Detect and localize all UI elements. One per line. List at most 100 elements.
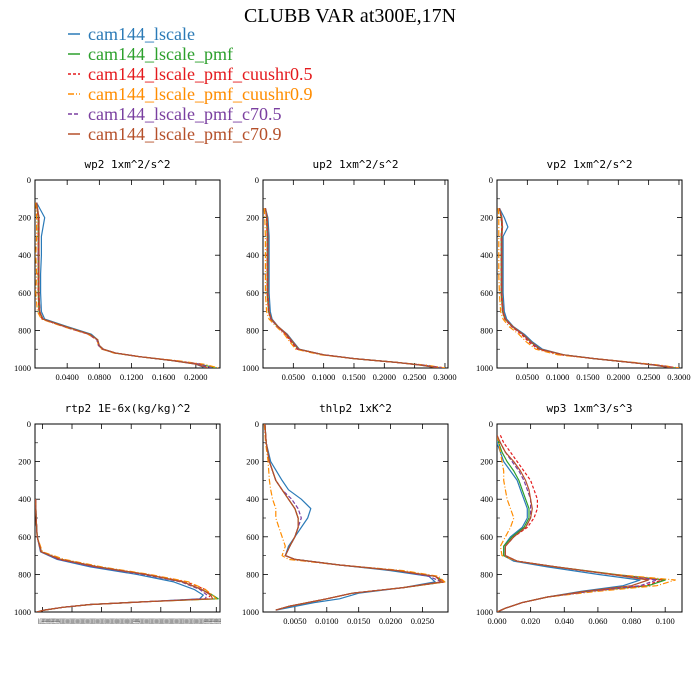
series-line [264, 424, 446, 611]
series-line [263, 208, 446, 368]
y-tick-label: 800 [480, 325, 493, 335]
series-line [36, 202, 209, 368]
y-tick-label: 600 [480, 532, 493, 542]
series-line [497, 435, 650, 612]
chart-panel: thlp2 1xK^2 0 200 400 600 800 1000 0.0050 0.0100… [242, 402, 449, 626]
x-tick-label: 0.1600 [152, 372, 175, 382]
series-line [35, 499, 212, 612]
y-tick-label: 800 [246, 325, 259, 335]
x-tick-label: 0.2000 [607, 372, 630, 382]
y-tick-label: 400 [246, 250, 259, 260]
series-group [497, 435, 676, 612]
y-tick-label: 200 [18, 457, 31, 467]
series-line [264, 208, 439, 368]
series-line [497, 435, 676, 612]
series-line [264, 424, 436, 611]
x-tick-label: 0.0150 [347, 616, 370, 626]
plot-frame [34, 423, 221, 613]
x-tick-label: 0.020 [521, 616, 540, 626]
y-tick-label: 200 [246, 457, 259, 467]
series-group [263, 208, 446, 368]
y-tick-label: 800 [18, 325, 31, 335]
panel-title: up2 1xm^2/s^2 [312, 158, 398, 171]
series-line [498, 208, 673, 368]
plot-frame [34, 179, 221, 369]
series-line [498, 207, 673, 368]
x-tick-label: 0.3000 [667, 372, 690, 382]
series-line [264, 424, 443, 611]
series-group [35, 499, 219, 612]
series-line [264, 424, 446, 611]
series-group [35, 202, 219, 368]
plot-frame [496, 179, 683, 369]
series-line [498, 208, 676, 368]
panel-title: wp2 1xm^2/s^2 [84, 158, 170, 171]
plot-frame [262, 423, 449, 613]
series-line [35, 499, 214, 612]
y-tick-label: 0 [27, 419, 31, 429]
y-tick-label: 200 [480, 457, 493, 467]
series-line [497, 435, 663, 612]
series-line [35, 499, 208, 612]
x-tick-label: 0.000 [487, 616, 506, 626]
series-line [264, 424, 443, 611]
x-tick-label: 0.1500 [342, 372, 365, 382]
y-tick-label: 1000 [242, 607, 259, 617]
series-line [36, 202, 213, 368]
legend-label: cam144_lscale_pmf_cuushr0.9 [88, 84, 312, 104]
panel-title: wp3 1xm^3/s^3 [546, 402, 632, 415]
y-tick-label: 1000 [242, 363, 259, 373]
legend-label: cam144_lscale_pmf [88, 44, 233, 64]
panel-title: thlp2 1xK^2 [319, 402, 392, 415]
x-tick-label: 0.2500 [637, 372, 660, 382]
y-tick-label: 600 [246, 532, 259, 542]
chart-panel: up2 1xm^2/s^2 0 200 400 600 800 1000 0.0500 0.10… [242, 158, 457, 382]
series-line [498, 208, 676, 368]
x-tick-label: 0.3000 [433, 372, 456, 382]
y-tick-label: 0 [255, 419, 259, 429]
y-tick-label: 400 [480, 250, 493, 260]
panel-title: vp2 1xm^2/s^2 [546, 158, 632, 171]
x-tick-label: 0.100 [656, 616, 675, 626]
x-tick-label: 0.0100 [315, 616, 338, 626]
x-tick-label: 0.0800 [88, 372, 111, 382]
series-line [497, 435, 666, 612]
x-tick-label: 0.1000 [546, 372, 569, 382]
x-tick-label: 0.1500 [576, 372, 599, 382]
chart-panel: vp2 1xm^2/s^2 0 200 400 600 800 1000 0.0500 0.10… [476, 158, 691, 382]
x-tick-label: 0.0400 [55, 372, 78, 382]
legend-label: cam144_lscale_pmf_c70.9 [88, 124, 281, 144]
y-tick-label: 400 [480, 494, 493, 504]
x-tick-label: 0.1000 [312, 372, 335, 382]
legend-label: cam144_lscale [88, 24, 195, 44]
panel-title: rtp2 1E-6x(kg/kg)^2 [65, 402, 191, 415]
series-line [35, 499, 204, 612]
x-tick-label: 0.080 [622, 616, 641, 626]
y-tick-label: 800 [480, 569, 493, 579]
series-line [497, 435, 641, 612]
series-line [35, 499, 217, 612]
y-tick-label: 1000 [476, 607, 493, 617]
chart-panel: wp2 1xm^2/s^2 0 200 400 600 800 1000 0.0400 0.08… [14, 158, 221, 382]
y-tick-label: 1000 [14, 363, 31, 373]
y-tick-label: 0 [255, 175, 259, 185]
x-tick-label: 0.0050 [283, 616, 306, 626]
y-tick-label: 400 [18, 250, 31, 260]
x-tick-label: 0.0200 [379, 616, 402, 626]
series-line [36, 202, 209, 368]
y-tick-label: 200 [480, 213, 493, 223]
x-tick-label: 0.03999999999999999900000000000000000000… [38, 616, 221, 626]
y-tick-label: 1000 [14, 607, 31, 617]
series-line [263, 424, 446, 611]
y-tick-label: 800 [18, 569, 31, 579]
panels: wp2 1xm^2/s^2 0 200 400 600 800 1000 0.0400 0.08… [14, 158, 691, 626]
series-line [35, 202, 219, 368]
figure-title: CLUBB VAR at300E,17N [244, 5, 456, 27]
y-tick-label: 600 [18, 532, 31, 542]
series-line [497, 208, 680, 368]
x-tick-label: 0.2500 [403, 372, 426, 382]
x-tick-label: 0.0250 [411, 616, 434, 626]
x-tick-label: 0.2000 [184, 372, 207, 382]
